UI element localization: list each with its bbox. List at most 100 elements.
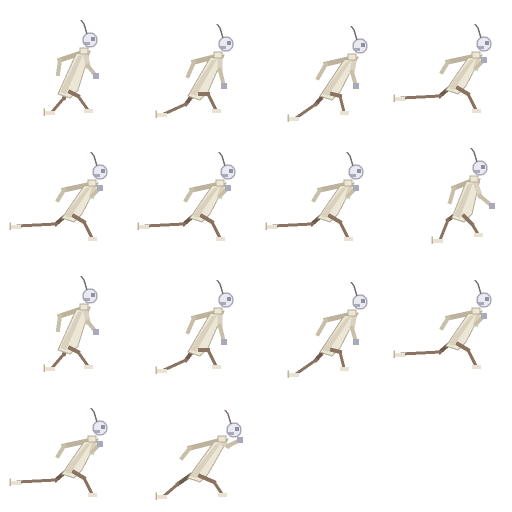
- collar: [213, 51, 223, 59]
- collar: [87, 435, 97, 443]
- back-shin: [400, 350, 442, 356]
- antenna: [470, 147, 478, 163]
- eye: [101, 169, 105, 173]
- eye: [101, 425, 105, 429]
- collar: [347, 53, 357, 61]
- front-shin: [337, 219, 351, 241]
- jaw-shade: [94, 174, 100, 177]
- collar: [471, 307, 481, 315]
- robe-shading: [322, 61, 351, 96]
- back-shin: [49, 95, 67, 115]
- collar: [469, 175, 479, 183]
- back-forearm: [311, 187, 323, 203]
- front-shin: [338, 94, 346, 114]
- sprite-figure: [155, 409, 243, 500]
- back-shin: [16, 478, 58, 484]
- antenna: [216, 23, 224, 39]
- sprite-figure: [393, 23, 492, 113]
- robe-shading: [320, 187, 347, 218]
- sprite-figure: [155, 23, 234, 118]
- eye: [91, 37, 95, 41]
- sprite-figure: [43, 19, 99, 116]
- back-forearm: [179, 445, 193, 461]
- run-frame-12: [384, 256, 512, 384]
- back-forearm: [55, 187, 67, 203]
- back-forearm: [315, 61, 329, 81]
- jaw-shade: [84, 298, 90, 301]
- run-frame-08: [384, 128, 512, 256]
- front-hand: [97, 185, 103, 191]
- run-frame-11: [256, 256, 384, 384]
- front-hand: [489, 203, 495, 209]
- back-foot: [45, 111, 55, 115]
- eye: [485, 41, 489, 45]
- front-foot: [472, 365, 481, 369]
- front-foot: [344, 237, 353, 241]
- back-foot: [395, 97, 405, 101]
- antenna: [80, 275, 88, 291]
- jaw-shade: [84, 42, 90, 45]
- jaw-shade: [478, 46, 484, 49]
- back-foot: [267, 225, 277, 229]
- front-hand: [237, 437, 243, 443]
- front-thigh: [197, 473, 217, 485]
- front-thigh: [199, 213, 215, 225]
- sprite-figure: [43, 275, 99, 372]
- back-forearm: [55, 443, 67, 459]
- antenna: [80, 19, 88, 35]
- back-foot: [289, 117, 299, 121]
- sprite-figure: [287, 25, 368, 122]
- front-hand: [225, 185, 231, 191]
- run-frame-14: [128, 384, 256, 512]
- front-shin: [81, 475, 95, 497]
- front-thigh: [455, 85, 471, 97]
- eye: [235, 427, 239, 431]
- antenna: [90, 407, 98, 423]
- front-shin: [465, 347, 479, 369]
- sprite-figure: [9, 407, 108, 497]
- back-forearm: [447, 185, 457, 205]
- jaw-shade: [354, 48, 360, 51]
- front-shin: [205, 91, 219, 113]
- front-hand: [221, 339, 227, 345]
- run-frame-10: [128, 256, 256, 384]
- front-foot: [216, 237, 225, 241]
- back-shin: [293, 101, 319, 121]
- run-frame-13: [0, 384, 128, 512]
- back-foot: [433, 239, 443, 243]
- sprite-figure: [287, 281, 368, 378]
- robe-shading: [454, 183, 473, 218]
- robe-shading: [64, 187, 91, 218]
- jaw-shade: [474, 170, 480, 173]
- back-foot: [289, 373, 299, 377]
- front-shin: [469, 221, 481, 237]
- front-shin: [211, 479, 225, 497]
- eye: [91, 293, 95, 297]
- front-shin: [81, 219, 95, 241]
- collar: [215, 179, 225, 187]
- back-shin: [293, 357, 319, 377]
- robe-shading: [448, 59, 475, 90]
- front-hand: [221, 83, 227, 89]
- antenna: [350, 25, 358, 41]
- front-foot: [84, 109, 93, 113]
- jaw-shade: [354, 304, 360, 307]
- run-frame-04: [384, 0, 512, 128]
- front-shin: [75, 349, 91, 369]
- back-forearm: [185, 315, 197, 335]
- run-frame-06: [128, 128, 256, 256]
- back-foot: [157, 495, 167, 499]
- front-shin: [209, 219, 223, 241]
- front-thigh: [327, 213, 343, 225]
- front-shin: [465, 91, 479, 113]
- run-frame-09: [0, 256, 128, 384]
- eye: [227, 41, 231, 45]
- back-foot: [395, 353, 405, 357]
- front-foot: [474, 233, 483, 237]
- jaw-shade: [350, 174, 356, 177]
- sprite-figure: [431, 147, 495, 244]
- front-shin: [205, 347, 219, 369]
- front-thigh: [71, 469, 87, 481]
- antenna: [90, 151, 98, 167]
